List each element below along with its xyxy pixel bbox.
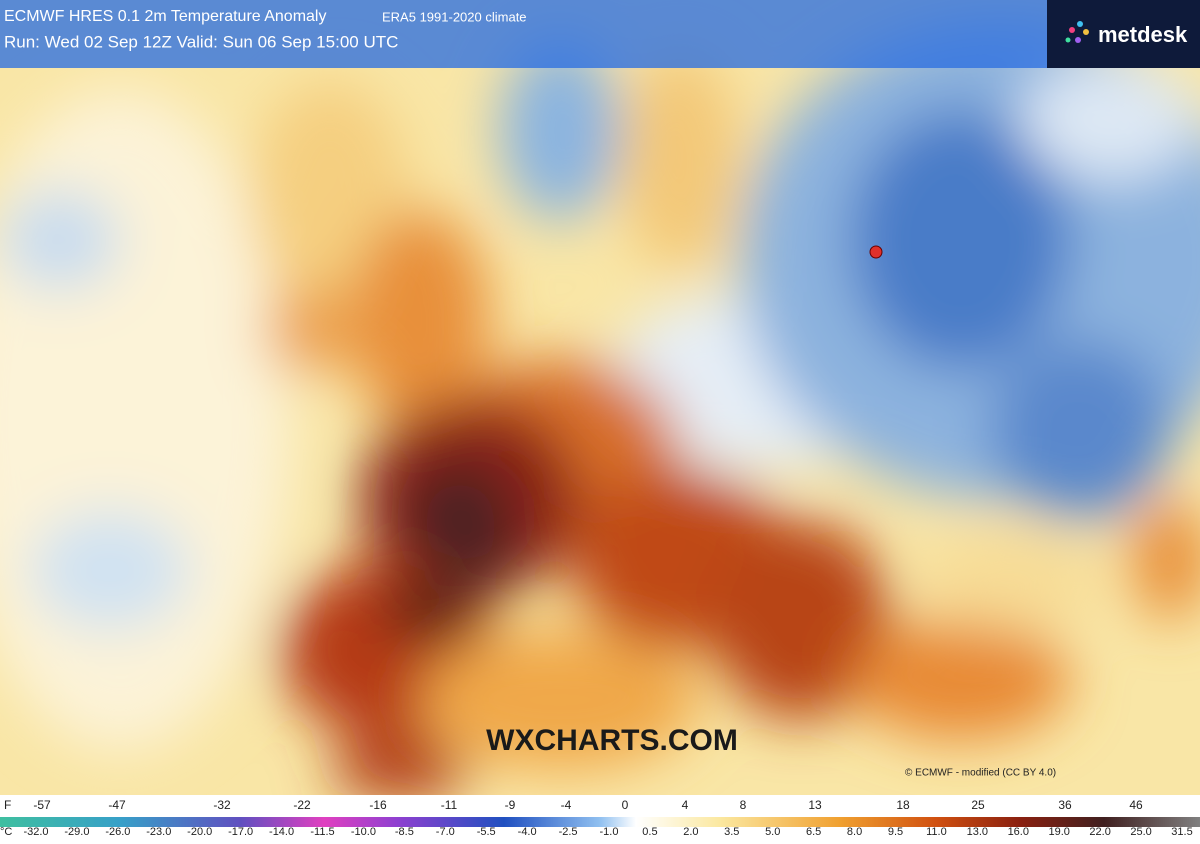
anomaly-field xyxy=(0,20,1200,800)
c-label: 5.0 xyxy=(765,826,780,838)
f-label: -4 xyxy=(561,798,572,812)
c-label: -11.5 xyxy=(310,826,334,838)
c-label: 22.0 xyxy=(1089,826,1110,838)
f-label: -16 xyxy=(369,798,387,812)
legend: F °C -57 -47 -32 -22 -16 -11 -9 -4 0 4 8 13 18 25 36 46 -3… xyxy=(0,798,1193,838)
f-label: 18 xyxy=(896,798,910,812)
c-label: -4.0 xyxy=(518,826,537,838)
c-label: -17.0 xyxy=(228,826,253,838)
f-label: 46 xyxy=(1129,798,1143,812)
c-label: -23.0 xyxy=(146,826,171,838)
c-label: 16.0 xyxy=(1008,826,1029,838)
c-label: -5.5 xyxy=(477,826,496,838)
c-label: -14.0 xyxy=(269,826,294,838)
c-label: 8.0 xyxy=(847,826,862,838)
c-label: -2.5 xyxy=(559,826,578,838)
title: ECMWF HRES 0.1 2m Temperature Anomaly xyxy=(4,8,326,25)
f-label: -11 xyxy=(441,798,458,812)
c-label: 13.0 xyxy=(967,826,988,838)
watermark: WXCHARTS.COM xyxy=(486,724,738,757)
f-label: 0 xyxy=(622,798,629,812)
f-label: 8 xyxy=(740,798,747,812)
header-bar xyxy=(0,0,1047,68)
color-bar xyxy=(0,817,1200,827)
c-label: 25.0 xyxy=(1130,826,1151,838)
c-label: 0.5 xyxy=(642,826,657,838)
c-label: 19.0 xyxy=(1049,826,1070,838)
location-marker xyxy=(869,245,883,259)
credit: © ECMWF - modified (CC BY 4.0) xyxy=(905,768,1056,779)
logo-icon xyxy=(1065,21,1089,43)
c-label: 2.0 xyxy=(683,826,698,838)
logo: metdesk xyxy=(1098,22,1188,47)
f-label: 25 xyxy=(971,798,985,812)
c-label: 3.5 xyxy=(724,826,739,838)
c-label: -8.5 xyxy=(395,826,414,838)
c-label: -7.0 xyxy=(436,826,455,838)
c-label: -32.0 xyxy=(23,826,48,838)
c-label: -20.0 xyxy=(187,826,212,838)
f-unit: F xyxy=(4,798,11,812)
f-label: -57 xyxy=(33,798,51,812)
logo-box xyxy=(1047,0,1200,68)
run-info: Run: Wed 02 Sep 12Z Valid: Sun 06 Sep 15… xyxy=(4,32,398,51)
climate-note: ERA5 1991-2020 climate xyxy=(382,9,527,24)
f-label: -9 xyxy=(505,798,516,812)
f-label: -32 xyxy=(213,798,231,812)
c-label: 11.0 xyxy=(926,826,947,838)
c-label: -1.0 xyxy=(600,826,619,838)
c-label: -26.0 xyxy=(105,826,130,838)
f-label: 13 xyxy=(808,798,822,812)
f-label: 36 xyxy=(1058,798,1072,812)
c-label: -10.0 xyxy=(351,826,376,838)
c-unit: °C xyxy=(0,826,12,838)
c-label: 9.5 xyxy=(888,826,903,838)
c-label: 6.5 xyxy=(806,826,821,838)
f-label: -22 xyxy=(293,798,311,812)
f-label: -47 xyxy=(108,798,126,812)
c-label: -29.0 xyxy=(64,826,89,838)
f-label: 4 xyxy=(682,798,689,812)
c-label: 31.5 xyxy=(1171,826,1192,838)
